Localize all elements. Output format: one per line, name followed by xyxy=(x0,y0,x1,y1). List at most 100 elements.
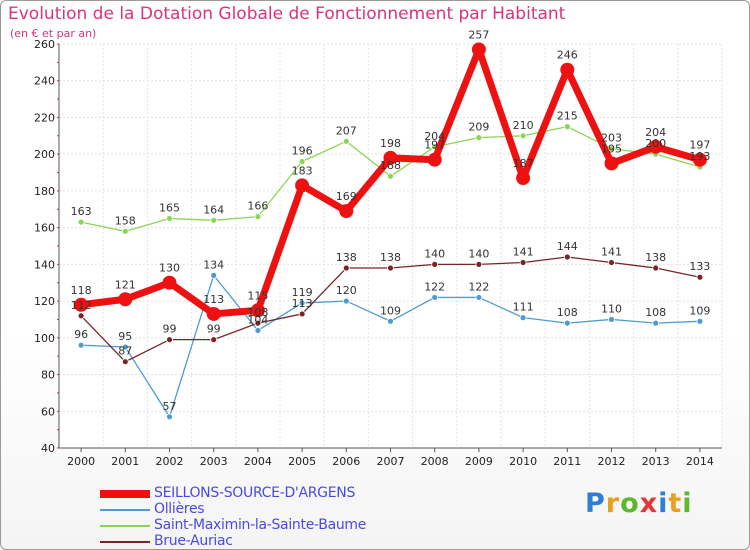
data-label-seillons: 113 xyxy=(203,293,224,306)
data-point-seillons xyxy=(427,152,442,167)
data-label-brue-auriac: 112 xyxy=(71,299,92,312)
logo-letter: r xyxy=(605,488,621,519)
data-label-ollieres: 104 xyxy=(247,313,268,326)
data-point-saint-maximin xyxy=(210,216,218,224)
data-label-ollieres: 95 xyxy=(118,330,132,343)
y-tick-label: 200 xyxy=(34,148,55,161)
data-label-seillons: 115 xyxy=(247,289,268,302)
data-point-saint-maximin xyxy=(121,227,129,235)
y-tick-label: 180 xyxy=(34,185,55,198)
data-point-seillons xyxy=(560,62,575,77)
data-label-saint-maximin: 163 xyxy=(71,205,92,218)
data-label-saint-maximin: 207 xyxy=(336,124,357,137)
data-point-ollieres xyxy=(519,314,527,322)
proxiti-logo: Proxiti xyxy=(585,488,693,519)
data-label-ollieres: 120 xyxy=(336,284,357,297)
data-label-saint-maximin: 193 xyxy=(689,150,710,163)
y-tick-label: 260 xyxy=(34,38,55,51)
data-point-brue-auriac xyxy=(387,264,394,272)
data-label-brue-auriac: 113 xyxy=(292,297,313,310)
data-label-seillons: 204 xyxy=(645,126,666,139)
data-label-brue-auriac: 133 xyxy=(689,260,710,273)
legend-swatch-ollieres xyxy=(100,509,150,511)
data-point-ollieres xyxy=(298,299,306,307)
data-point-brue-auriac xyxy=(77,312,85,320)
x-tick-label: 2010 xyxy=(509,455,537,468)
data-point-saint-maximin xyxy=(77,218,85,226)
data-point-seillons xyxy=(162,275,177,290)
data-point-brue-auriac xyxy=(608,259,615,266)
data-point-ollieres xyxy=(121,343,129,351)
data-point-saint-maximin xyxy=(254,213,262,221)
data-label-saint-maximin: 215 xyxy=(557,110,578,123)
data-point-ollieres xyxy=(166,413,173,421)
logo-letter: P xyxy=(585,488,606,519)
data-label-seillons: 198 xyxy=(380,137,401,150)
x-tick-label: 2001 xyxy=(111,455,139,468)
data-label-ollieres: 110 xyxy=(601,302,622,315)
data-label-brue-auriac: 141 xyxy=(601,246,622,259)
data-label-brue-auriac: 108 xyxy=(247,306,268,319)
data-point-seillons xyxy=(250,303,265,318)
y-tick-label: 120 xyxy=(34,295,55,308)
data-label-seillons: 130 xyxy=(159,262,180,275)
data-point-brue-auriac xyxy=(519,259,527,266)
data-label-brue-auriac: 99 xyxy=(207,323,221,336)
x-tick-label: 2013 xyxy=(642,455,670,468)
data-point-seillons xyxy=(692,152,707,167)
x-tick-label: 2011 xyxy=(553,455,581,468)
data-point-seillons xyxy=(648,139,663,154)
data-label-ollieres: 96 xyxy=(74,328,88,341)
y-tick-label: 60 xyxy=(41,405,55,418)
data-label-ollieres: 111 xyxy=(513,301,534,314)
legend-label-seillons: SEILLONS-SOURCE-D'ARGENS xyxy=(154,485,356,501)
x-tick-label: 2009 xyxy=(465,455,493,468)
logo-letter: i xyxy=(682,488,693,519)
data-label-ollieres: 122 xyxy=(424,280,445,293)
data-label-saint-maximin: 203 xyxy=(601,132,622,145)
logo-letter: i xyxy=(658,488,669,519)
data-point-seillons xyxy=(471,42,486,57)
data-point-brue-auriac xyxy=(166,336,173,344)
data-point-ollieres xyxy=(387,317,394,325)
y-tick-label: 160 xyxy=(34,222,55,235)
data-point-brue-auriac xyxy=(475,260,483,268)
data-label-seillons: 169 xyxy=(336,190,357,203)
data-label-seillons: 197 xyxy=(689,139,710,152)
logo-letter: x xyxy=(639,488,659,519)
data-label-saint-maximin: 210 xyxy=(513,119,534,132)
data-label-saint-maximin: 166 xyxy=(247,200,268,213)
data-point-seillons xyxy=(206,306,221,321)
data-point-seillons xyxy=(383,150,398,165)
data-point-saint-maximin xyxy=(298,158,306,165)
data-point-brue-auriac xyxy=(121,358,129,366)
chart-title: Evolution de la Dotation Globale de Fonc… xyxy=(8,4,566,24)
data-label-saint-maximin: 164 xyxy=(203,203,224,216)
data-point-seillons xyxy=(516,171,531,186)
x-tick-label: 2003 xyxy=(200,455,228,468)
data-label-brue-auriac: 140 xyxy=(424,247,445,260)
data-label-saint-maximin: 165 xyxy=(159,201,180,214)
x-tick-label: 2000 xyxy=(67,455,95,468)
data-label-ollieres: 108 xyxy=(557,306,578,319)
data-label-ollieres: 108 xyxy=(645,306,666,319)
data-label-brue-auriac: 138 xyxy=(645,251,666,264)
data-label-saint-maximin: 204 xyxy=(424,130,445,143)
data-point-ollieres xyxy=(696,317,704,325)
logo-letter: t xyxy=(668,488,683,519)
plot-area xyxy=(59,44,722,448)
data-label-saint-maximin: 200 xyxy=(645,137,666,150)
chart-subtitle: (en € et par an) xyxy=(10,27,97,40)
data-point-brue-auriac xyxy=(210,336,218,344)
data-label-ollieres: 57 xyxy=(163,400,177,413)
x-tick-label: 2007 xyxy=(377,455,405,468)
data-point-brue-auriac xyxy=(652,264,660,272)
data-label-seillons: 118 xyxy=(71,284,92,297)
legend-label-saint-maximin: Saint-Maximin-la-Sainte-Baume xyxy=(154,517,367,533)
y-tick-label: 80 xyxy=(41,369,55,382)
data-label-seillons: 187 xyxy=(513,157,534,170)
data-label-seillons: 183 xyxy=(292,164,313,177)
data-label-saint-maximin: 209 xyxy=(468,121,489,134)
legend-swatch-seillons xyxy=(100,490,150,498)
